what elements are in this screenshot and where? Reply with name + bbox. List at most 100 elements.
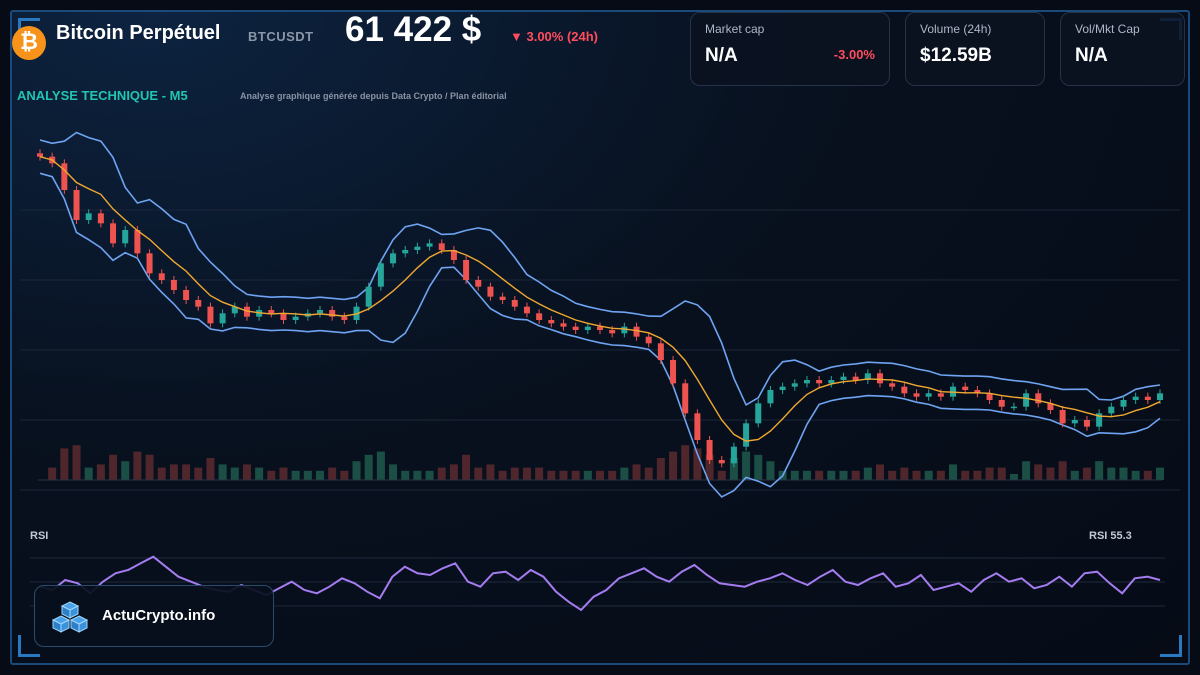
upper-band xyxy=(39,131,1161,407)
candle-body xyxy=(779,386,786,390)
volume-bar xyxy=(72,445,81,480)
lower-band xyxy=(39,172,1161,498)
candle-body xyxy=(974,390,981,394)
volume-bar xyxy=(802,470,811,480)
volume-bar xyxy=(1046,467,1055,480)
moving-average xyxy=(39,156,1161,442)
candle-body xyxy=(962,386,969,390)
candle-body xyxy=(986,393,993,400)
volume-bar xyxy=(352,461,361,480)
volume-bar xyxy=(279,467,288,480)
candle-body xyxy=(718,460,725,464)
candle-body xyxy=(913,393,920,397)
candle-body xyxy=(134,230,141,254)
volume-bar xyxy=(583,470,592,480)
volume-bar xyxy=(681,445,690,480)
candle-body xyxy=(329,310,336,317)
volume-bar xyxy=(1095,461,1104,480)
volume-bars xyxy=(38,445,1164,481)
volume-bar xyxy=(60,448,69,480)
volume-bar xyxy=(206,458,215,480)
candle-body xyxy=(475,280,482,287)
volume-bar xyxy=(656,458,665,480)
candle-body xyxy=(146,253,153,274)
vol-mkt-cap-label: Vol/Mkt Cap xyxy=(1075,22,1140,36)
volume-bar xyxy=(1082,467,1091,480)
candle-body xyxy=(438,243,445,250)
volume-bar xyxy=(717,470,726,480)
volume-bar xyxy=(449,464,458,480)
candle-body xyxy=(572,326,579,330)
volume-bar xyxy=(182,464,191,480)
volume-bar xyxy=(267,470,276,480)
volume-bar xyxy=(291,470,300,480)
candle-body xyxy=(219,313,226,324)
volume-bar xyxy=(255,467,264,480)
candle-body xyxy=(536,313,543,320)
candle-body xyxy=(426,243,433,247)
volume-bar xyxy=(1119,467,1128,480)
candle-body xyxy=(621,326,628,334)
candle-body xyxy=(730,446,737,464)
volume-bar xyxy=(316,470,324,480)
volume-bar xyxy=(498,470,507,480)
volume-bar xyxy=(437,467,446,480)
frame-corner xyxy=(1160,635,1182,657)
volume-bar xyxy=(1131,470,1140,480)
volume-bar xyxy=(121,461,130,480)
candlesticks xyxy=(37,149,1163,468)
volume-label: Volume (24h) xyxy=(920,22,992,36)
volume-bar xyxy=(230,467,239,480)
candle-body xyxy=(280,313,287,320)
rsi-label: RSI xyxy=(30,530,49,542)
volume-bar xyxy=(766,461,775,480)
brand-badge[interactable]: ActuCrypto.info xyxy=(34,585,274,647)
volume-bar xyxy=(888,470,897,480)
ticker-symbol: BTCUSDT xyxy=(248,29,314,44)
candle-body xyxy=(791,383,798,387)
candle-body xyxy=(682,383,689,414)
candle-body xyxy=(1059,410,1066,424)
candle-body xyxy=(828,380,835,384)
volume-bar xyxy=(84,467,93,480)
volume-bar xyxy=(169,464,178,480)
volume-bar xyxy=(401,470,410,480)
candle-body xyxy=(463,260,470,280)
volume-bar xyxy=(1143,470,1152,480)
candle-body xyxy=(767,390,774,404)
volume-bar xyxy=(364,454,373,480)
candle-body xyxy=(1047,403,1054,410)
candle-body xyxy=(414,246,421,250)
volume-bar xyxy=(535,467,544,480)
volume-bar xyxy=(620,467,629,480)
volume-bar xyxy=(96,464,105,480)
candle-body xyxy=(901,386,908,394)
volume-bar xyxy=(973,470,982,480)
volume-bar xyxy=(462,454,471,480)
candle-body xyxy=(1157,393,1163,400)
volume-bar xyxy=(1009,474,1018,480)
volume-bar xyxy=(729,458,738,480)
candle-body xyxy=(317,310,323,314)
volume-bar xyxy=(924,470,933,480)
candle-body xyxy=(231,306,238,314)
candle-body xyxy=(803,380,810,384)
candle-body xyxy=(1035,393,1042,404)
volume-bar xyxy=(571,470,580,480)
analysis-subtitle: Analyse graphique générée depuis Data Cr… xyxy=(240,91,507,101)
candle-body xyxy=(195,300,202,307)
brand-name: ActuCrypto.info xyxy=(102,607,216,624)
volume-bar xyxy=(474,467,483,480)
candle-body xyxy=(645,336,652,344)
candle-body xyxy=(523,306,530,314)
volume-bar xyxy=(790,470,799,480)
candle-body xyxy=(925,393,932,397)
volume-bar xyxy=(596,470,604,480)
volume-bar xyxy=(425,470,434,480)
volume-bar xyxy=(559,470,568,480)
volume-bar xyxy=(328,467,337,480)
volume-bar xyxy=(632,464,641,480)
volume-bar xyxy=(985,467,994,480)
volume-bar xyxy=(1034,464,1043,480)
volume-bar xyxy=(547,470,556,480)
